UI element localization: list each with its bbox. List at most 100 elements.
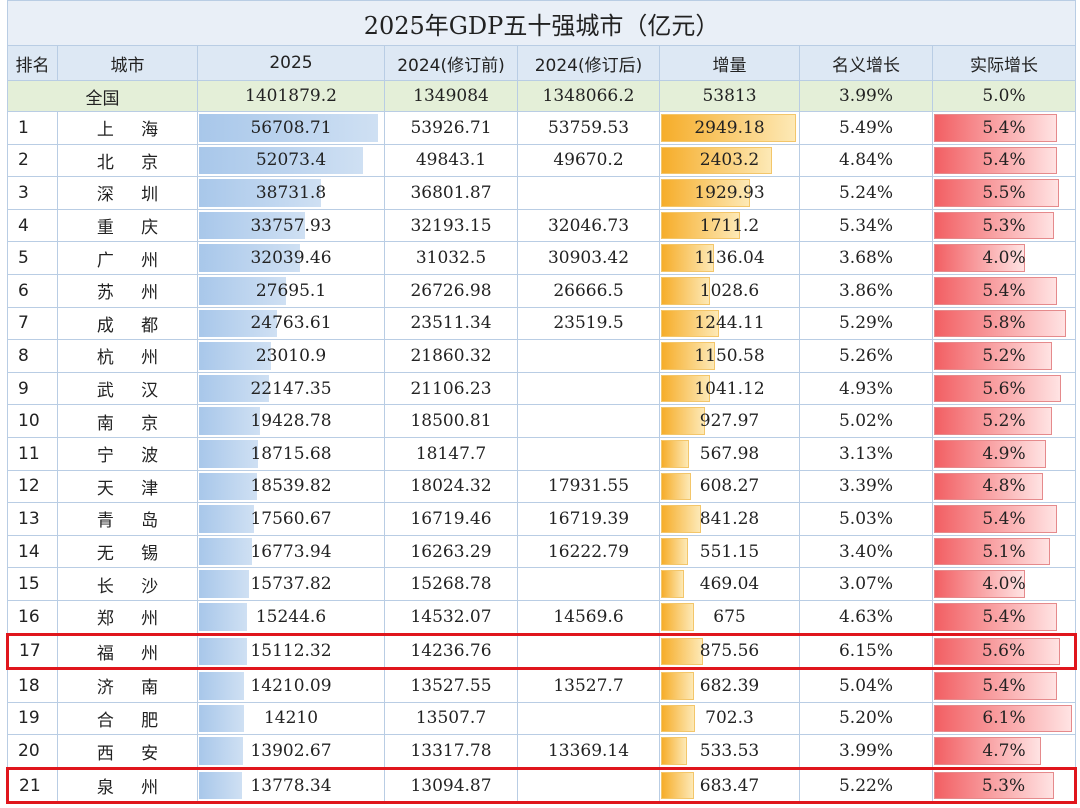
table-cell: 1929.93 — [659, 176, 800, 210]
table-cell: 北京 — [57, 143, 198, 178]
data-bar — [934, 374, 1062, 403]
data-bar — [661, 771, 694, 800]
table-cell: 5.49% — [799, 111, 933, 145]
table-cell: 长沙 — [57, 567, 198, 601]
table-cell: 5.5% — [931, 176, 1077, 210]
cell-text: 21860.32 — [410, 345, 492, 366]
table-cell: 郑州 — [57, 599, 198, 635]
data-bar — [934, 637, 1061, 666]
city-name: 长沙 — [96, 576, 186, 597]
cell-text: 18024.32 — [410, 476, 492, 497]
cell-text: 18500.81 — [410, 411, 492, 432]
data-bar — [934, 146, 1057, 175]
table-cell: 1041.12 — [659, 371, 800, 406]
cell-text: 1028.6 — [699, 280, 760, 301]
table-cell: 5.02% — [799, 404, 933, 438]
data-bar — [661, 179, 751, 207]
table-cell: 14210.09 — [197, 668, 385, 703]
cell-text: 3.68% — [838, 248, 893, 269]
cell-text: 5.4% — [982, 675, 1026, 696]
cell-text: 31032.5 — [415, 248, 487, 269]
column-header: 2025 — [197, 45, 385, 81]
data-bar — [661, 704, 695, 733]
cell-text: 1244.11 — [694, 313, 765, 334]
city-name: 天津 — [96, 478, 186, 499]
table-cell: 1244.11 — [659, 306, 800, 341]
table-cell: 3.86% — [799, 273, 933, 308]
table-cell: 841.28 — [659, 502, 800, 536]
cell-text: 5.22% — [838, 775, 893, 796]
table-cell: 5.1% — [931, 534, 1077, 569]
city-name: 成都 — [96, 315, 186, 336]
table-cell: 2949.18 — [659, 111, 800, 145]
cell-text: 18147.7 — [415, 443, 487, 464]
cell-text: 2 — [18, 150, 29, 171]
cell-text: 14569.6 — [553, 606, 624, 627]
data-bar — [199, 771, 243, 800]
cell-text: 8 — [18, 345, 29, 366]
cell-text: 4.8% — [982, 476, 1026, 497]
table-cell: 重庆 — [57, 208, 198, 243]
table-cell: 13507.7 — [384, 701, 518, 736]
cell-text: 4.0% — [982, 574, 1026, 595]
cell-text: 5.34% — [838, 215, 893, 236]
table-cell: 682.39 — [659, 668, 800, 703]
table-cell: 16 — [7, 599, 58, 635]
table-cell: 7 — [7, 306, 58, 341]
table-cell: 32046.73 — [517, 208, 660, 243]
national-cell: 1348066.2 — [517, 80, 660, 112]
data-bar — [661, 407, 705, 435]
data-bar — [199, 672, 244, 700]
table-cell: 4.0% — [931, 241, 1077, 275]
data-bar — [199, 472, 258, 501]
cell-text: 5.3% — [982, 215, 1026, 236]
cell-text: 683.47 — [699, 775, 760, 796]
cell-text: 4.84% — [838, 150, 893, 171]
cell-text: 3.13% — [838, 443, 893, 464]
table-cell: 702.3 — [659, 701, 800, 736]
table-cell: 5.29% — [799, 306, 933, 341]
table-cell: 17931.55 — [517, 469, 660, 504]
data-bar — [934, 704, 1073, 733]
cell-text: 15737.82 — [250, 574, 332, 595]
table-cell: 608.27 — [659, 469, 800, 504]
table-cell: 3.68% — [799, 241, 933, 275]
data-bar — [199, 374, 269, 403]
data-bar — [934, 537, 1050, 566]
table-cell: 合肥 — [57, 701, 198, 736]
cell-text: 53926.71 — [410, 117, 492, 138]
city-row: 13 青岛 17560.67 16719.46 16719.39 841.28 5.03% 5… — [7, 502, 1077, 536]
table-cell: 3.39% — [799, 469, 933, 504]
data-bar — [934, 276, 1057, 305]
table-title: 2025年GDP五十强城市（亿元） — [6, 0, 1077, 46]
table-cell: 苏州 — [57, 273, 198, 308]
table-cell: 13094.87 — [384, 766, 518, 805]
table-cell: 21106.23 — [384, 371, 518, 406]
data-bar — [199, 309, 277, 338]
table-cell: 26666.5 — [517, 273, 660, 308]
cell-text: 13 — [18, 508, 40, 529]
city-row: 8 杭州 23010.9 21860.32 1150.58 5.26% 5.2% — [7, 339, 1077, 373]
table-cell: 济南 — [57, 668, 198, 703]
table-cell: 56708.71 — [197, 111, 385, 145]
cell-text: 38731.8 — [255, 182, 327, 203]
data-bar — [661, 146, 772, 175]
data-bar — [661, 537, 688, 566]
table-cell: 16773.94 — [197, 534, 385, 569]
table-cell: 22147.35 — [197, 371, 385, 406]
cell-text: 3.99% — [838, 741, 893, 762]
cell-text: 16719.39 — [547, 508, 630, 529]
table-cell: 4.0% — [931, 567, 1077, 601]
cell-text: 4.9% — [982, 443, 1026, 464]
cell-text: 13778.34 — [250, 775, 332, 796]
cell-text: 19428.78 — [250, 411, 332, 432]
cell-text: 16263.29 — [410, 541, 492, 562]
title-row: 2025年GDP五十强城市（亿元） — [6, 0, 1077, 46]
data-bar — [199, 439, 258, 468]
data-bar — [661, 244, 715, 272]
table-cell: 5.22% — [799, 766, 933, 805]
city-name: 无锡 — [96, 544, 186, 565]
data-bar — [934, 570, 1026, 598]
column-header: 实际增长 — [931, 45, 1077, 81]
cell-text: 13527.7 — [553, 675, 624, 696]
